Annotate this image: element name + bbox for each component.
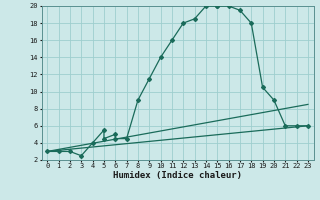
X-axis label: Humidex (Indice chaleur): Humidex (Indice chaleur)	[113, 171, 242, 180]
